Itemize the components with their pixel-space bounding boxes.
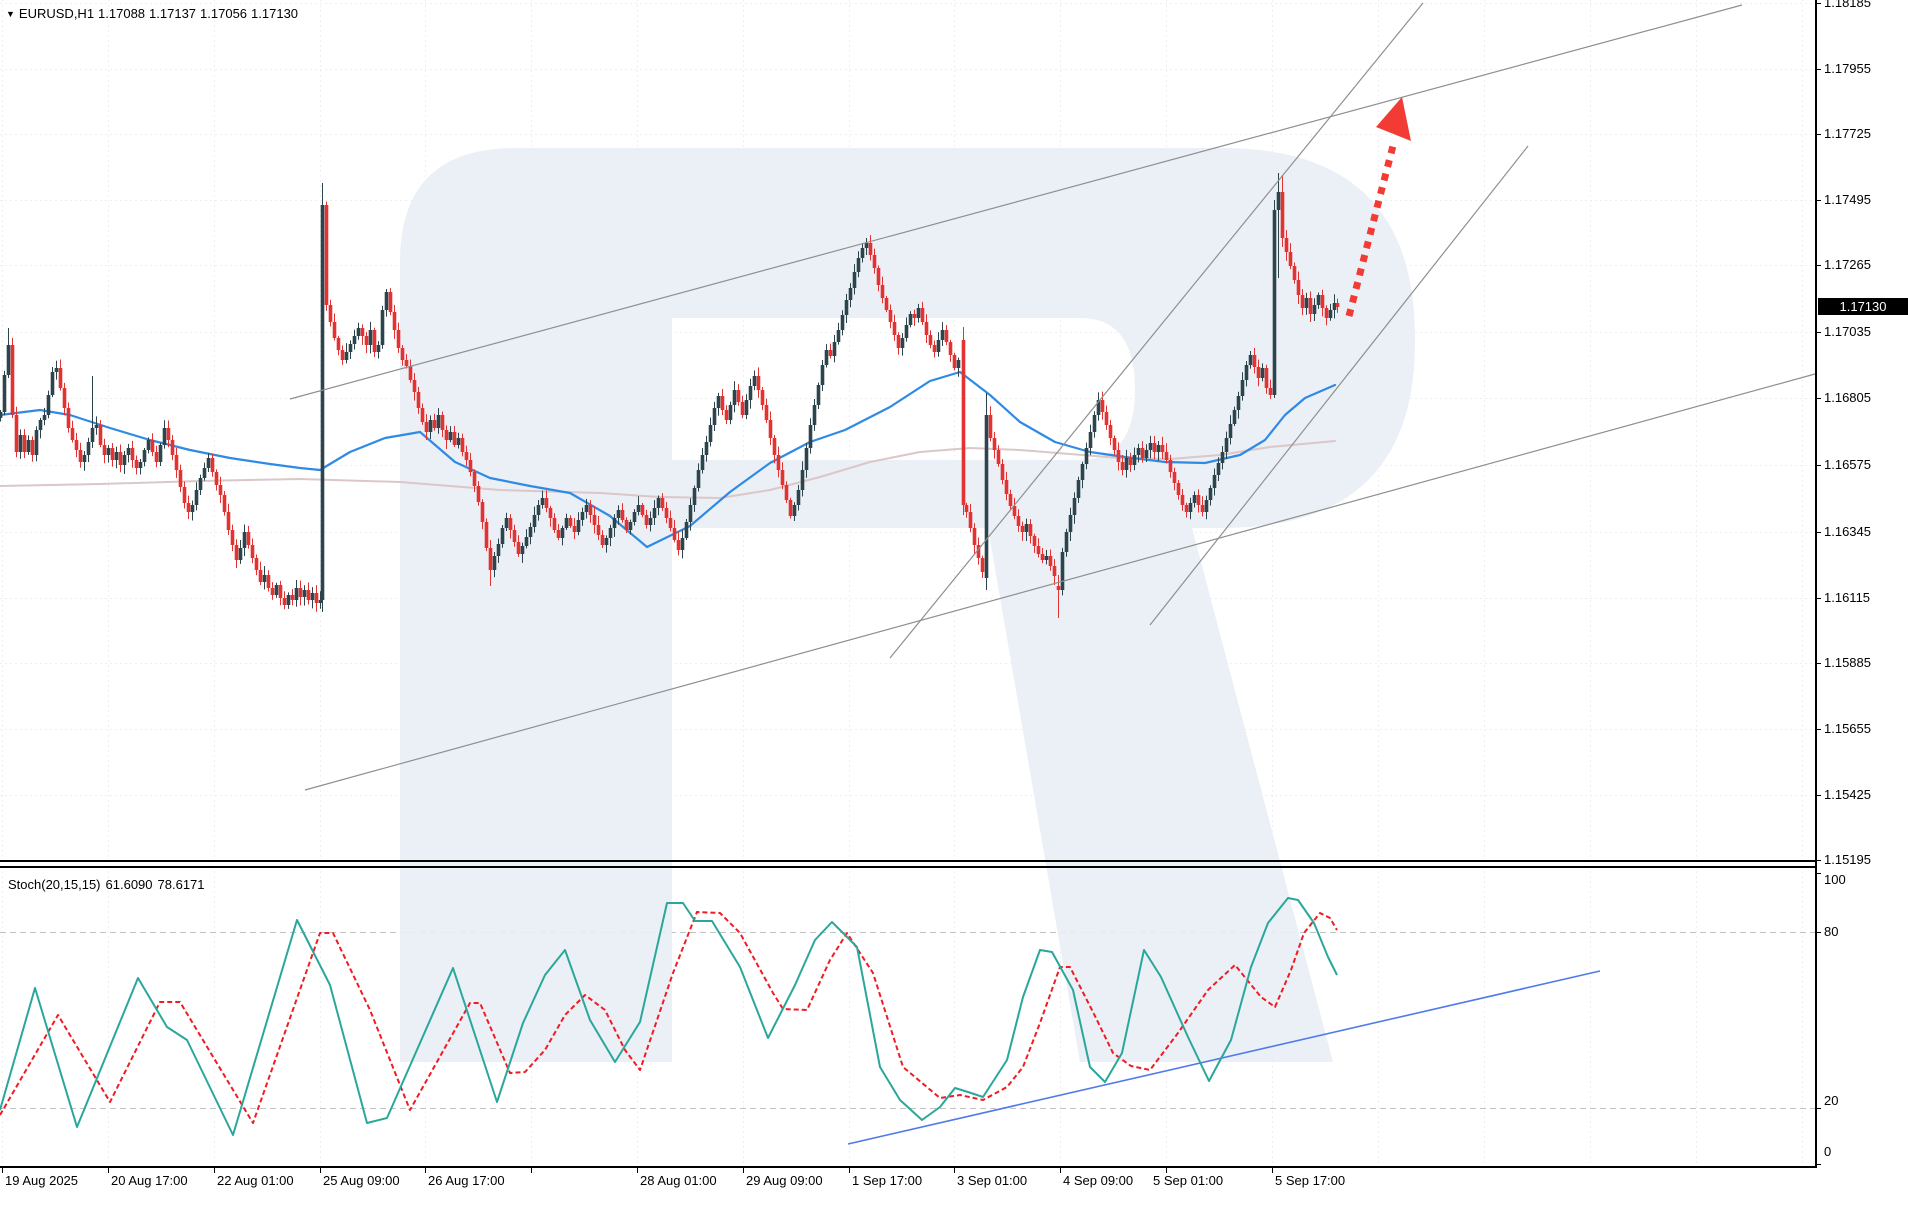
time-axis-label: 1 Sep 17:00 [852, 1173, 923, 1188]
stoch-axis-label: 0 [1824, 1144, 1832, 1159]
price-axis-label: 1.15655 [1824, 721, 1871, 736]
close-value: 1.17130 [251, 6, 299, 21]
price-axis-label: 1.17265 [1824, 257, 1871, 272]
stoch-axis-label: 100 [1824, 872, 1846, 887]
high-value: 1.17137 [149, 6, 197, 21]
stochastic-d-value: 78.6171 [157, 877, 205, 892]
time-axis-label: 3 Sep 01:00 [957, 1173, 1028, 1188]
stoch-axis-label: 20 [1824, 1093, 1839, 1108]
broker-watermark-logo [400, 148, 1415, 1062]
price-axis-label: 1.15425 [1824, 787, 1871, 802]
trendline-4[interactable] [1149, 145, 1529, 626]
time-axis-line [0, 1166, 1815, 1168]
trendline-3[interactable] [889, 2, 1424, 659]
price-axis-label: 1.16345 [1824, 524, 1871, 539]
price-axis-label: 1.17495 [1824, 192, 1871, 207]
time-axis-label: 5 Sep 17:00 [1275, 1173, 1346, 1188]
price-axis-label: 1.16805 [1824, 390, 1871, 405]
stoch-trendline[interactable] [847, 970, 1601, 1145]
trendline-1[interactable] [289, 4, 1743, 400]
time-axis-label: 26 Aug 17:00 [428, 1173, 505, 1188]
low-value: 1.17056 [200, 6, 248, 21]
projection-arrow-shaft[interactable] [1345, 141, 1398, 317]
time-axis-label: 5 Sep 01:00 [1153, 1173, 1224, 1188]
panel-separator-top-line[interactable] [0, 860, 1815, 862]
open-value: 1.17088 [98, 6, 146, 21]
price-axis-label: 1.16115 [1824, 590, 1871, 605]
time-axis-label: 4 Sep 09:00 [1063, 1173, 1134, 1188]
time-axis-label: 28 Aug 01:00 [640, 1173, 717, 1188]
time-axis-label: 22 Aug 01:00 [217, 1173, 294, 1188]
time-axis-label: 20 Aug 17:00 [111, 1173, 188, 1188]
price-axis-line [1815, 0, 1817, 1168]
time-axis-label: 29 Aug 09:00 [746, 1173, 823, 1188]
price-axis-label: 1.17035 [1824, 324, 1871, 339]
projection-arrow-head[interactable] [1376, 97, 1411, 141]
stochastic-name-label: Stoch(20,15,15) [8, 877, 101, 892]
current-price-tag: 1.17130 [1818, 298, 1908, 315]
broker-watermark-logo-leg [988, 528, 1333, 1062]
price-axis-label: 1.15885 [1824, 655, 1871, 670]
symbol-header: ▼ EURUSD,H1 1.17088 1.17137 1.17056 1.17130 [6, 6, 302, 21]
time-axis-label: 25 Aug 09:00 [323, 1173, 400, 1188]
panel-separator-bottom-line [0, 866, 1815, 868]
stochastic-k-value: 61.6090 [105, 877, 153, 892]
symbol-dropdown-icon[interactable]: ▼ [6, 9, 15, 19]
price-axis-label: 1.17725 [1824, 126, 1871, 141]
axis-tick-marks [2, 3, 1821, 1173]
stochastic-header: Stoch(20,15,15) 61.6090 78.6171 [8, 877, 210, 892]
price-axis-label: 1.16575 [1824, 457, 1871, 472]
stoch-axis-label: 80 [1824, 924, 1839, 939]
price-axis-label: 1.17955 [1824, 61, 1871, 76]
price-axis-label: 1.18185 [1824, 0, 1871, 10]
price-axis-label: 1.15195 [1824, 852, 1871, 867]
stoch-main-line-k[interactable] [0, 897, 1338, 1136]
trendline-2[interactable] [304, 373, 1816, 791]
slow-ma-line[interactable] [0, 440, 1336, 499]
symbol-timeframe-label: EURUSD,H1 [18, 6, 95, 21]
time-axis-label: 19 Aug 2025 [5, 1173, 79, 1188]
